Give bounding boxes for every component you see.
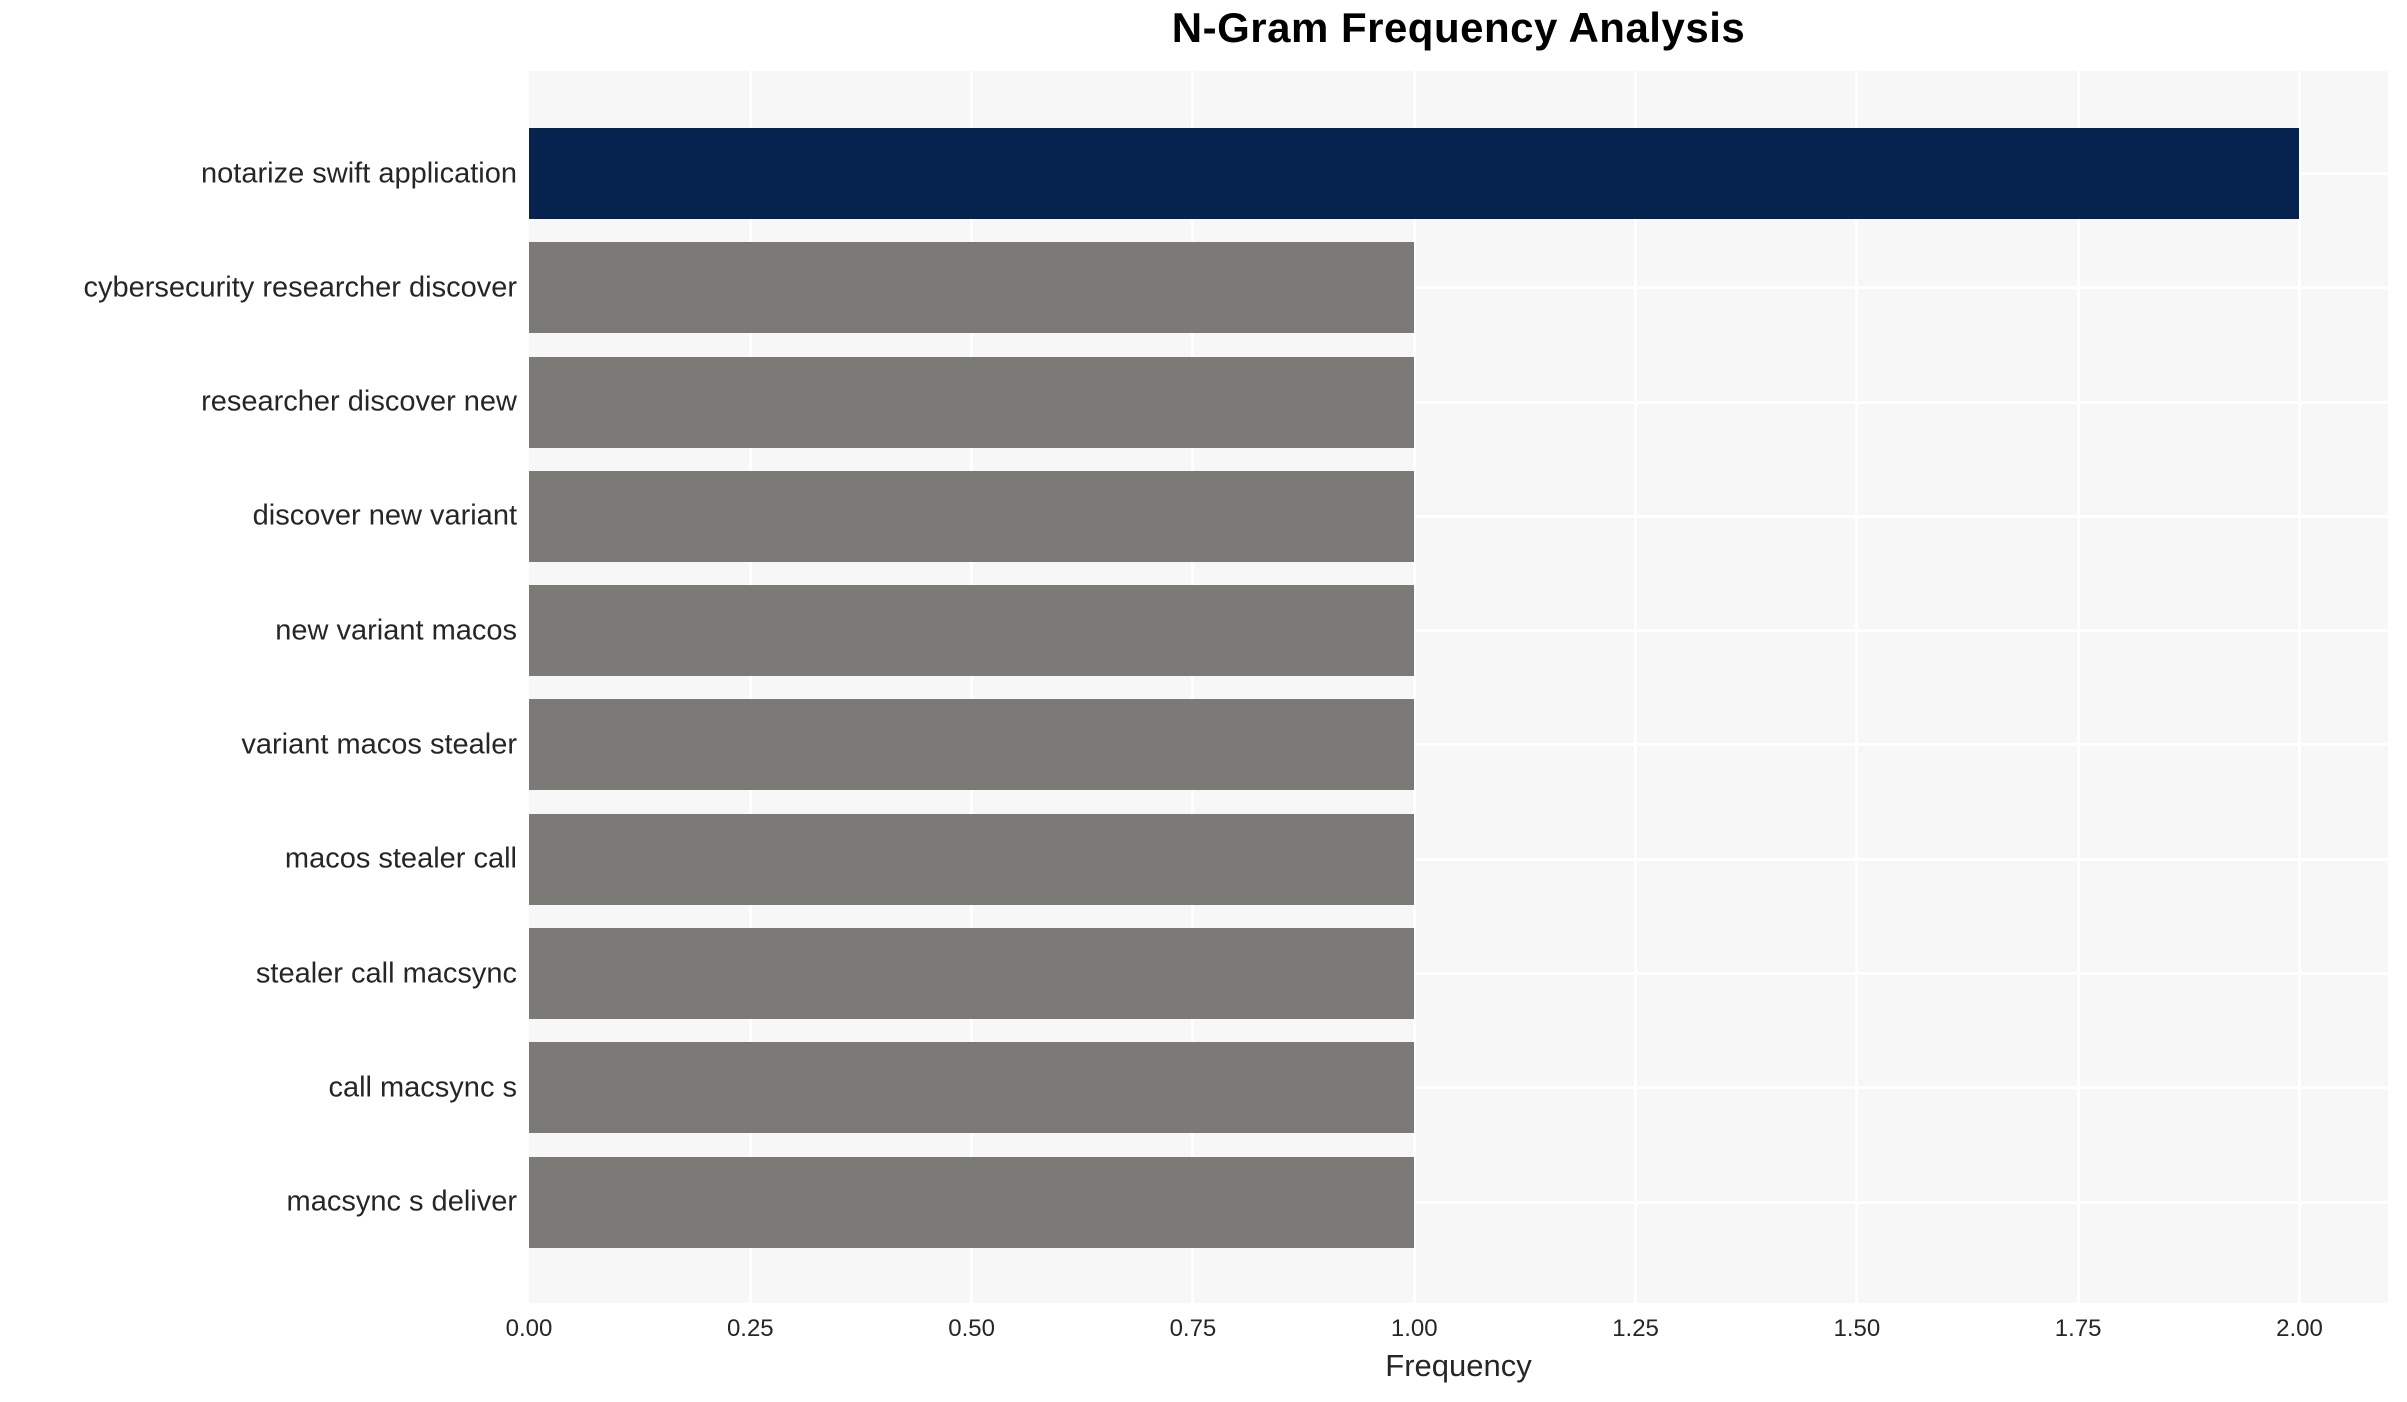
y-tick-label: researcher discover new [201,385,517,418]
y-tick-label: macsync s deliver [286,1185,517,1218]
bar [529,470,1415,562]
y-tick-label: notarize swift application [201,157,517,189]
gridline-vertical [1634,71,1638,1303]
gridline-vertical [1412,71,1416,1303]
gridline-horizontal [529,629,2388,633]
gridline-horizontal [529,1086,2388,1090]
x-tick-label: 1.25 [1612,1315,1659,1342]
x-tick-label: 1.75 [2054,1315,2102,1342]
gridline-horizontal [529,286,2388,290]
bar [529,813,1415,905]
bar [529,1042,1415,1134]
x-tick-label: 2.00 [2276,1315,2323,1342]
gridline-vertical [2076,71,2080,1303]
x-axis-title: Frequency [1385,1348,1532,1383]
y-tick-label: cybersecurity researcher discover [83,271,517,304]
y-tick-label: macos stealer call [284,842,517,875]
y-tick-label: new variant macos [275,614,517,647]
gridline-vertical [1191,71,1195,1303]
bar [529,1156,1415,1248]
x-tick-label: 0.25 [726,1315,774,1342]
bar [529,128,2300,219]
x-tick-label: 0.75 [1169,1315,1217,1342]
x-tick-label: 1.50 [1833,1315,1881,1342]
gridline-horizontal [529,514,2388,518]
x-tick-label: 1.00 [1390,1315,1438,1342]
gridline-vertical [1855,71,1859,1303]
y-tick-label: call macsync s [328,1071,517,1104]
y-tick-label: variant macos stealer [241,728,517,761]
bar [529,928,1415,1020]
bar [529,699,1415,791]
bar [529,585,1415,677]
y-tick-label: stealer call macsync [255,957,517,990]
gridline-horizontal [529,972,2388,976]
plot-area [529,71,2388,1303]
x-tick-label: 0.00 [505,1315,553,1342]
gridline-horizontal [529,1200,2388,1204]
chart-title: N-Gram Frequency Analysis [1171,4,1746,51]
y-tick-label: discover new variant [252,499,517,532]
gridline-vertical [970,71,974,1303]
x-tick-label: 0.50 [948,1315,995,1342]
gridline-horizontal [529,400,2388,404]
bar [529,242,1415,334]
bar [529,356,1415,448]
gridline-horizontal [529,857,2388,861]
gridline-vertical [748,71,752,1303]
gridline-horizontal [529,743,2388,747]
gridline-vertical [2297,71,2301,1303]
